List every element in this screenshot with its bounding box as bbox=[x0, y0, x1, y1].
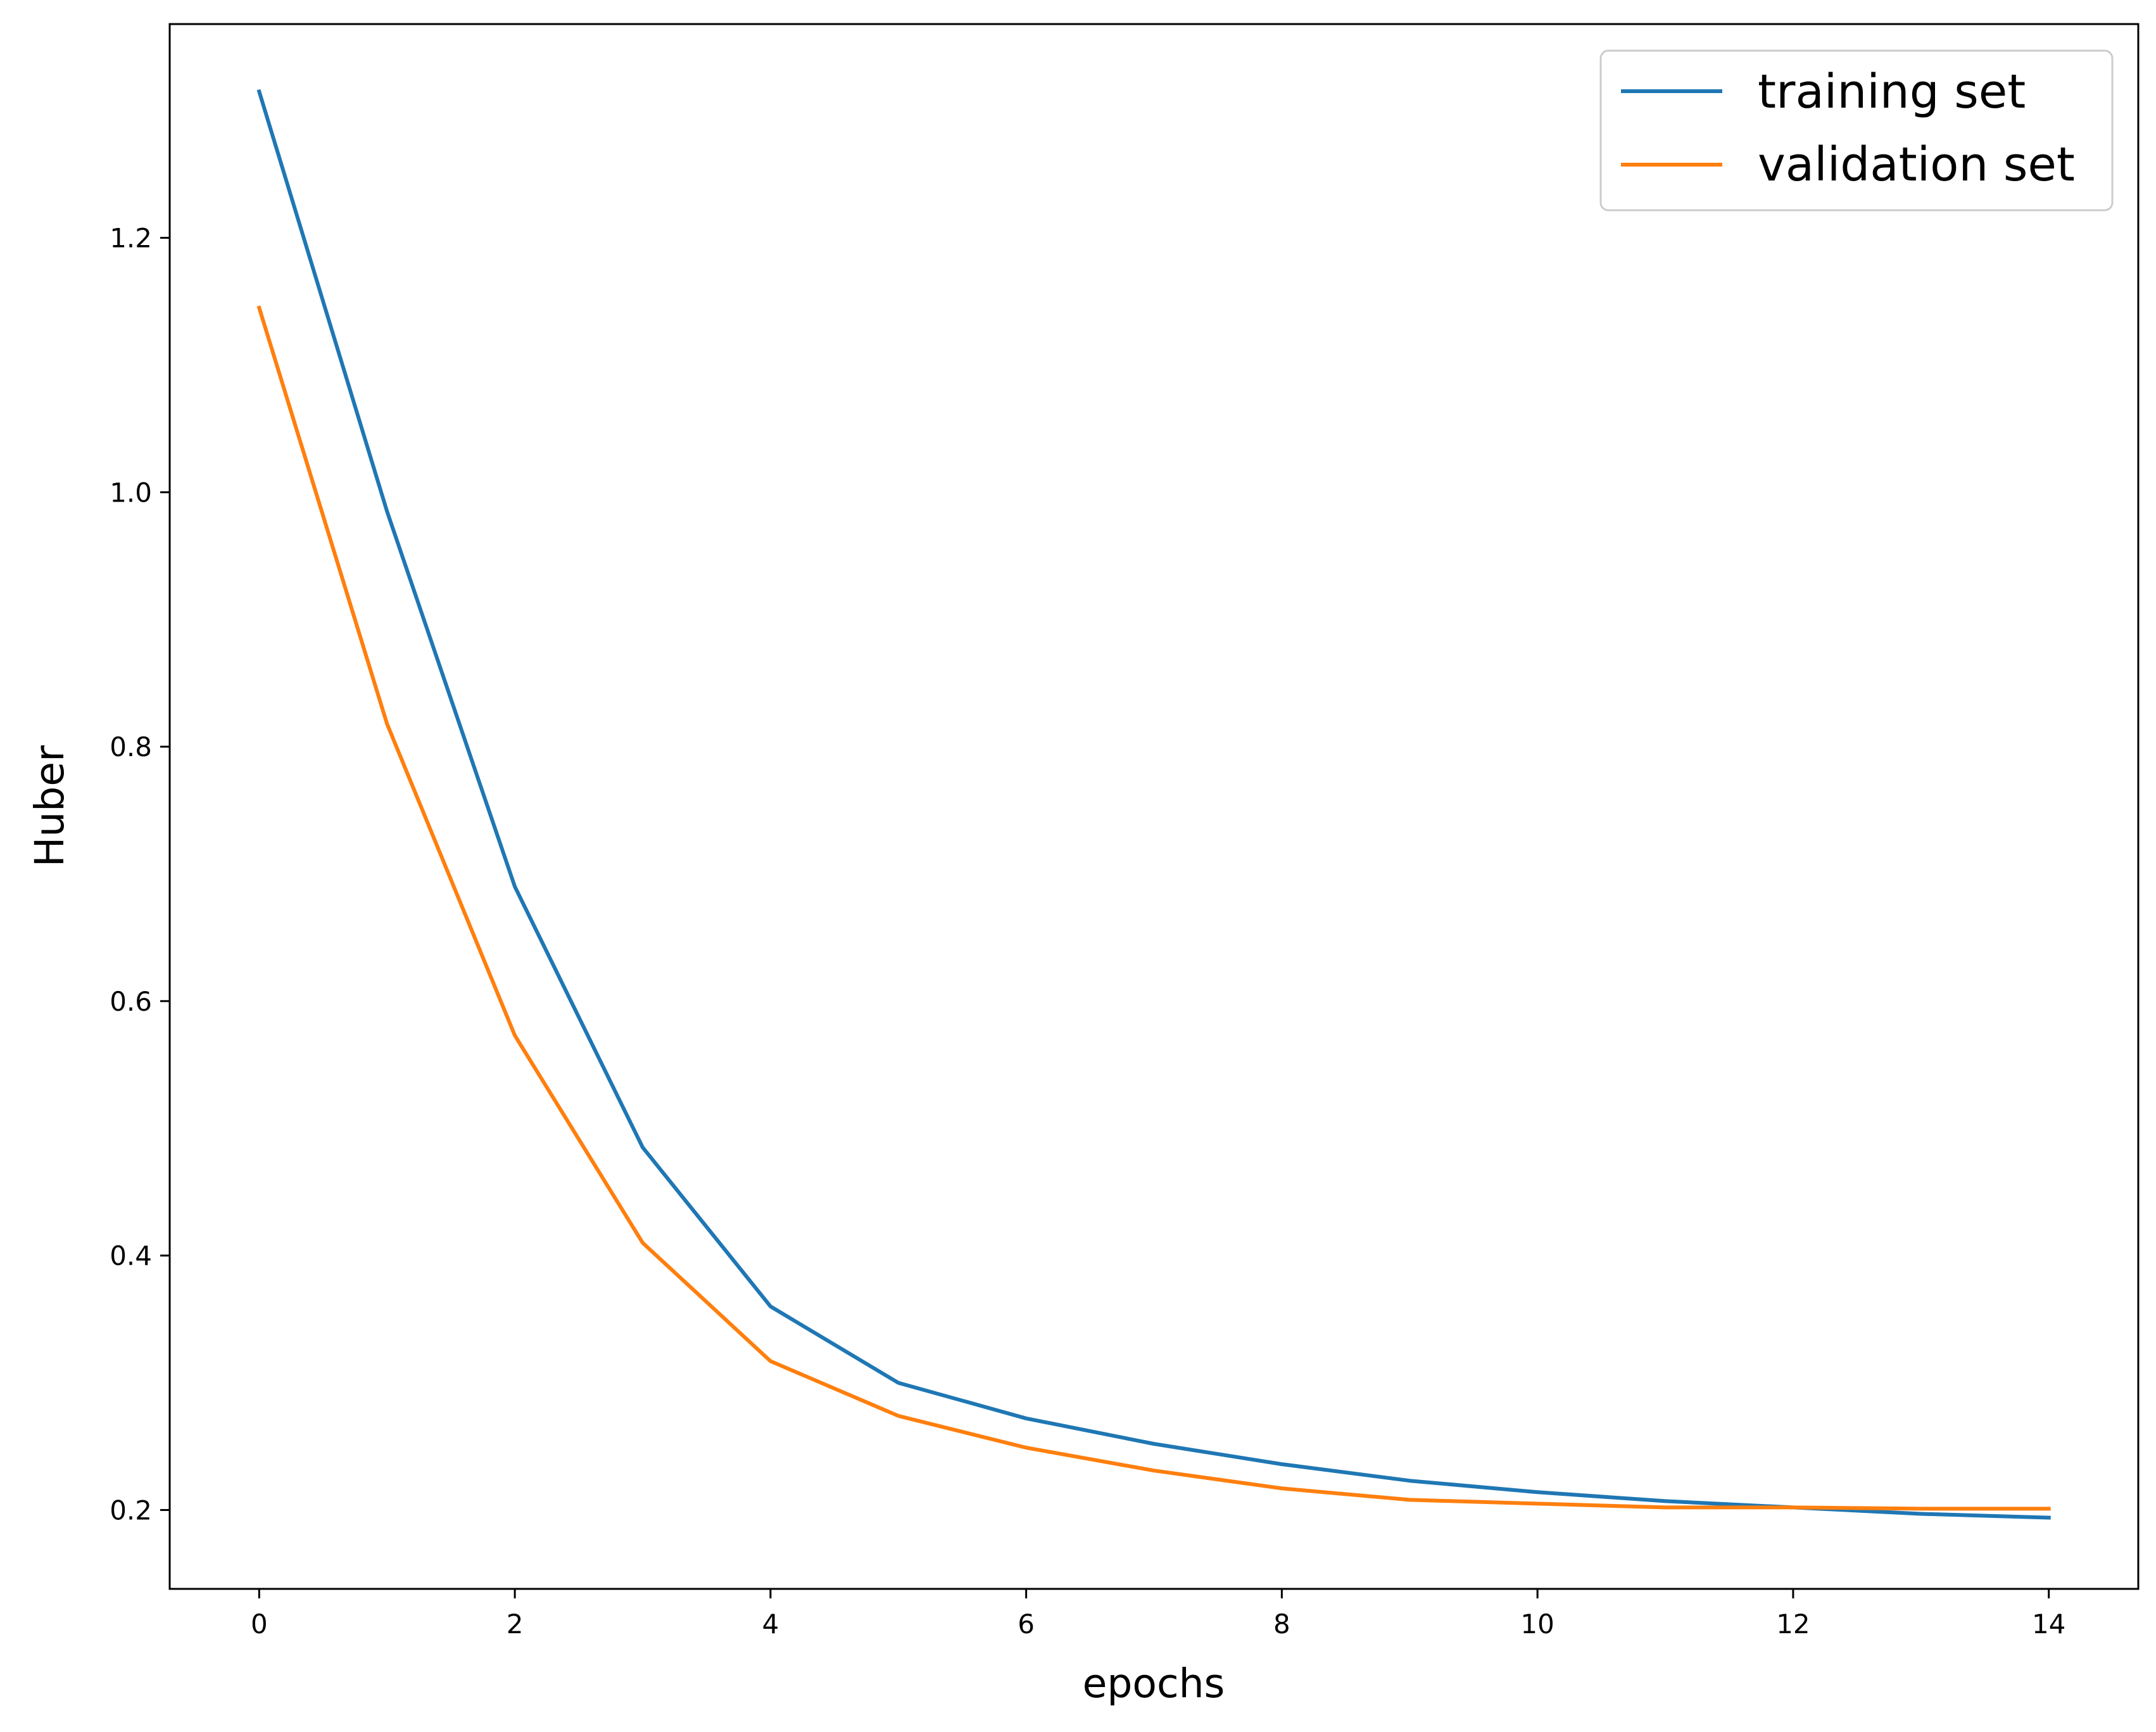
legend: training set validation set bbox=[1599, 49, 2114, 212]
y-tick-label: 1.0 bbox=[110, 477, 152, 508]
x-tick-label: 4 bbox=[762, 1609, 779, 1640]
ticks-layer: 0 2 4 6 8 10 12 14 0.2 0.4 0.6 0.8 1.0 1.2 bbox=[110, 223, 2065, 1640]
plot-area bbox=[170, 24, 2138, 1589]
x-axis-label: epochs bbox=[1083, 1660, 1225, 1707]
y-tick-label: 1.2 bbox=[110, 223, 152, 254]
x-tick-label: 12 bbox=[1776, 1609, 1810, 1640]
y-axis-label: Huber bbox=[27, 745, 73, 867]
legend-label-validation: validation set bbox=[1758, 137, 2075, 192]
x-tick-label: 10 bbox=[1520, 1609, 1554, 1640]
axes-background bbox=[170, 24, 2138, 1589]
legend-label-training: training set bbox=[1758, 65, 2026, 119]
x-tick-label: 0 bbox=[251, 1609, 268, 1640]
y-tick-label: 0.2 bbox=[110, 1495, 152, 1526]
axes-frame bbox=[168, 23, 2140, 1590]
series-line-validation bbox=[256, 305, 2051, 1511]
y-tick-label: 0.6 bbox=[110, 986, 152, 1017]
series-layer bbox=[256, 89, 2051, 1520]
y-tick-label: 0.8 bbox=[110, 731, 152, 762]
x-tick-label: 2 bbox=[507, 1609, 524, 1640]
legend-box bbox=[1599, 49, 2114, 212]
x-tick-label: 8 bbox=[1273, 1609, 1290, 1640]
y-tick-label: 0.4 bbox=[110, 1241, 152, 1272]
series-line-training bbox=[256, 89, 2051, 1520]
x-tick-label: 6 bbox=[1018, 1609, 1035, 1640]
x-tick-label: 14 bbox=[2032, 1609, 2065, 1640]
